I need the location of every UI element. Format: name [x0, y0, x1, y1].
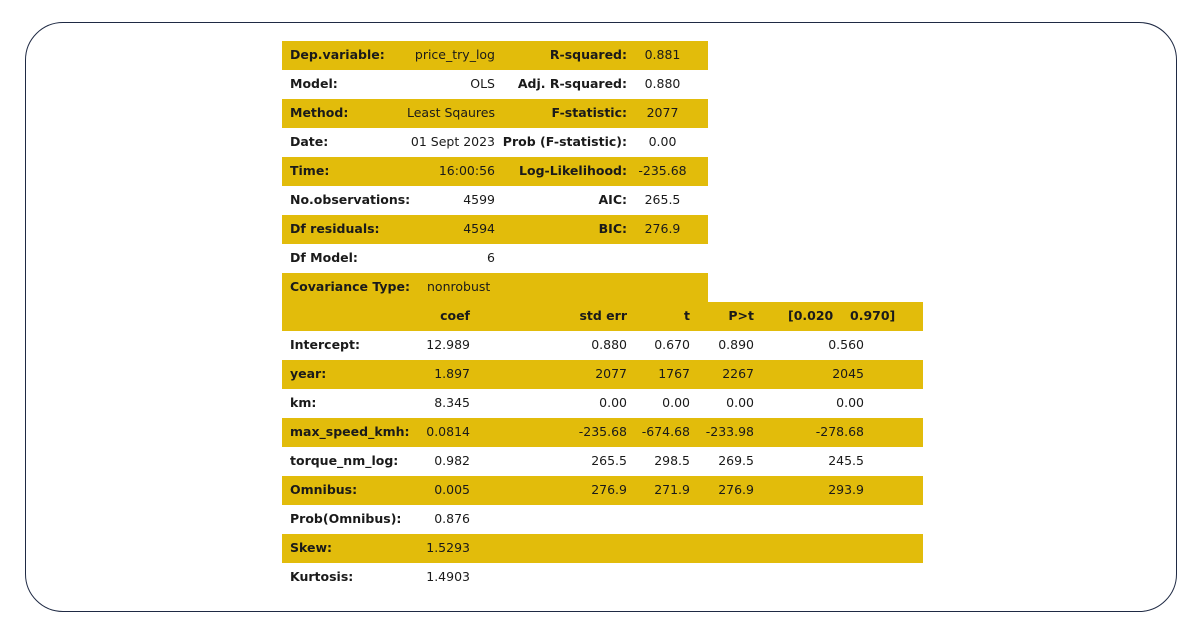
- fit-stat-value: 2077: [646, 105, 679, 120]
- fit-stat-label: Log-Likelihood:: [519, 163, 627, 178]
- stat-label: Time:: [290, 163, 330, 178]
- stat-label: No.observations:: [290, 192, 411, 207]
- stat-label: Model:: [290, 76, 338, 91]
- ci-high-header: 0.970]: [850, 308, 896, 323]
- ci-value: 245.5: [828, 453, 864, 468]
- ci-value: 0.00: [836, 395, 864, 410]
- p-value: -233.98: [705, 424, 754, 439]
- fit-stat-value: 265.5: [644, 192, 681, 207]
- p-value: 269.5: [718, 453, 754, 468]
- diag-name: Prob(Omnibus):: [290, 511, 402, 526]
- fit-stat-value: -235.68: [638, 163, 687, 178]
- coef-value: 0.982: [434, 453, 470, 468]
- fit-stat-label: Prob (F-statistic):: [502, 134, 627, 149]
- coef-row-band: [282, 476, 923, 505]
- coef-header-band: [282, 302, 923, 331]
- t-value: 0.00: [662, 395, 690, 410]
- fit-stat-value: 0.880: [644, 76, 681, 91]
- t-header: t: [684, 308, 690, 323]
- p-value-header: P>t: [728, 308, 754, 323]
- covariance-value: nonrobust: [427, 279, 491, 294]
- coef-header: coef: [440, 308, 470, 323]
- stat-label: Dep.variable:: [290, 47, 385, 62]
- std-err-value: 2077: [595, 366, 627, 381]
- stat-value: 01 Sept 2023: [410, 134, 495, 149]
- stat-value: price_try_log: [414, 47, 495, 62]
- coef-value: 12.989: [426, 337, 470, 352]
- coef-value: 1.897: [434, 366, 470, 381]
- stats-row-band: [282, 215, 708, 244]
- fit-stat-label: BIC:: [598, 221, 627, 236]
- stat-label: Df Model:: [290, 250, 358, 265]
- diag-name: Skew:: [290, 540, 333, 555]
- stat-value: 4594: [463, 221, 495, 236]
- t-value: -674.68: [641, 424, 690, 439]
- coef-name: torque_nm_log:: [290, 453, 399, 468]
- stats-row-band: [282, 99, 708, 128]
- ci-value: 293.9: [828, 482, 864, 497]
- fit-stat-value: 0.00: [648, 134, 677, 149]
- t-value: 1767: [658, 366, 690, 381]
- stat-label: Date:: [290, 134, 329, 149]
- std-err-value: 276.9: [591, 482, 627, 497]
- fit-stat-label: R-squared:: [549, 47, 627, 62]
- t-value: 0.670: [654, 337, 690, 352]
- stats-row-band: [282, 41, 708, 70]
- diag-value: 1.5293: [426, 540, 470, 555]
- p-value: 0.00: [726, 395, 754, 410]
- card-frame: [25, 22, 1177, 612]
- ci-value: -278.68: [815, 424, 864, 439]
- fit-stat-label: Adj. R-squared:: [517, 76, 627, 91]
- p-value: 0.890: [718, 337, 754, 352]
- t-value: 298.5: [654, 453, 690, 468]
- ci-low-header: [0.020: [788, 308, 834, 323]
- diag-value: 0.876: [434, 511, 470, 526]
- coef-row-band: [282, 418, 923, 447]
- coef-name: year:: [290, 366, 327, 381]
- p-value: 276.9: [718, 482, 754, 497]
- stat-value: 16:00:56: [438, 163, 495, 178]
- coef-name: Omnibus:: [290, 482, 358, 497]
- ci-value: 0.560: [828, 337, 864, 352]
- coef-name: Intercept:: [290, 337, 360, 352]
- std-err-header: std err: [579, 308, 627, 323]
- std-err-value: 0.880: [591, 337, 627, 352]
- std-err-value: -235.68: [578, 424, 627, 439]
- fit-stat-label: F-statistic:: [551, 105, 627, 120]
- t-value: 271.9: [654, 482, 690, 497]
- fit-stat-value: 0.881: [644, 47, 681, 62]
- covariance-label: Covariance Type:: [290, 279, 410, 294]
- stat-label: Method:: [290, 105, 349, 120]
- std-err-value: 0.00: [599, 395, 627, 410]
- diag-row-band: [282, 534, 923, 563]
- ci-value: 2045: [832, 366, 864, 381]
- stat-label: Df residuals:: [290, 221, 380, 236]
- coef-name: km:: [290, 395, 317, 410]
- stat-value: 4599: [463, 192, 495, 207]
- p-value: 2267: [722, 366, 754, 381]
- diag-value: 1.4903: [426, 569, 470, 584]
- stats-row-band: [282, 157, 708, 186]
- stat-value: 6: [487, 250, 495, 265]
- fit-stat-value: 276.9: [644, 221, 681, 236]
- stat-value: Least Sqaures: [406, 105, 495, 120]
- coef-value: 0.005: [434, 482, 470, 497]
- coef-row-band: [282, 360, 923, 389]
- covariance-row-band: [282, 273, 708, 302]
- coef-name: max_speed_kmh:: [290, 424, 410, 439]
- stat-value: OLS: [470, 76, 495, 91]
- coef-value: 8.345: [434, 395, 470, 410]
- diag-name: Kurtosis:: [290, 569, 354, 584]
- coef-value: 0.0814: [426, 424, 470, 439]
- fit-stat-label: AIC:: [598, 192, 628, 207]
- std-err-value: 265.5: [591, 453, 627, 468]
